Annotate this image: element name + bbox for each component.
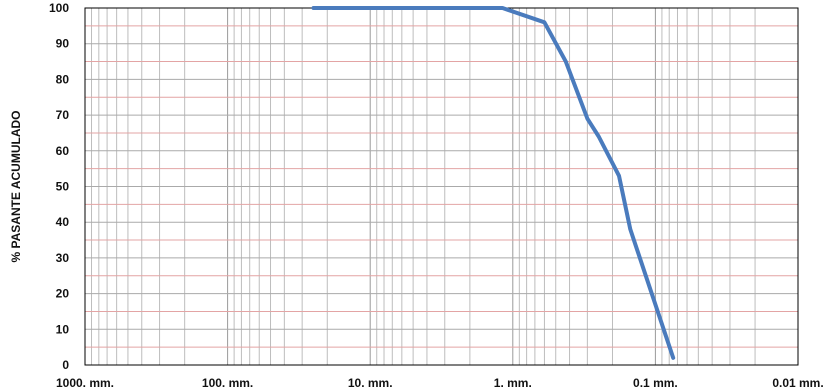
x-tick-label: 10. mm. xyxy=(348,376,393,390)
y-tick-label: 10 xyxy=(56,322,70,336)
series-group xyxy=(311,6,676,360)
y-tick-label: 40 xyxy=(56,215,70,229)
y-tick-label: 50 xyxy=(56,180,70,194)
x-tick-labels: 1000. mm. 100. mm. 10. mm. 1. mm. 0.1 mm. 0.0… xyxy=(56,376,823,390)
x-tick-label: 1000. mm. xyxy=(56,376,114,390)
x-tick-label: 100. mm. xyxy=(202,376,253,390)
y-tick-label: 70 xyxy=(56,108,70,122)
series-line xyxy=(311,6,676,360)
y-tick-label: 0 xyxy=(62,358,69,372)
x-tick-label: 1. mm. xyxy=(494,376,532,390)
y-tick-label: 100 xyxy=(49,1,69,15)
x-tick-label: 0.1 mm. xyxy=(633,376,678,390)
y-tick-label: 80 xyxy=(56,72,70,86)
y-tick-label: 90 xyxy=(56,37,70,51)
y-tick-label: 20 xyxy=(56,287,70,301)
grid xyxy=(85,7,799,365)
y-tick-label: 30 xyxy=(56,251,70,265)
x-tick-label: 0.01 mm. xyxy=(772,376,823,390)
y-tick-labels: 0 10 20 30 40 50 60 70 80 90 100 xyxy=(49,1,69,372)
y-tick-label: 60 xyxy=(56,144,70,158)
y-axis-label: % PASANTE ACUMULADO xyxy=(9,111,23,263)
